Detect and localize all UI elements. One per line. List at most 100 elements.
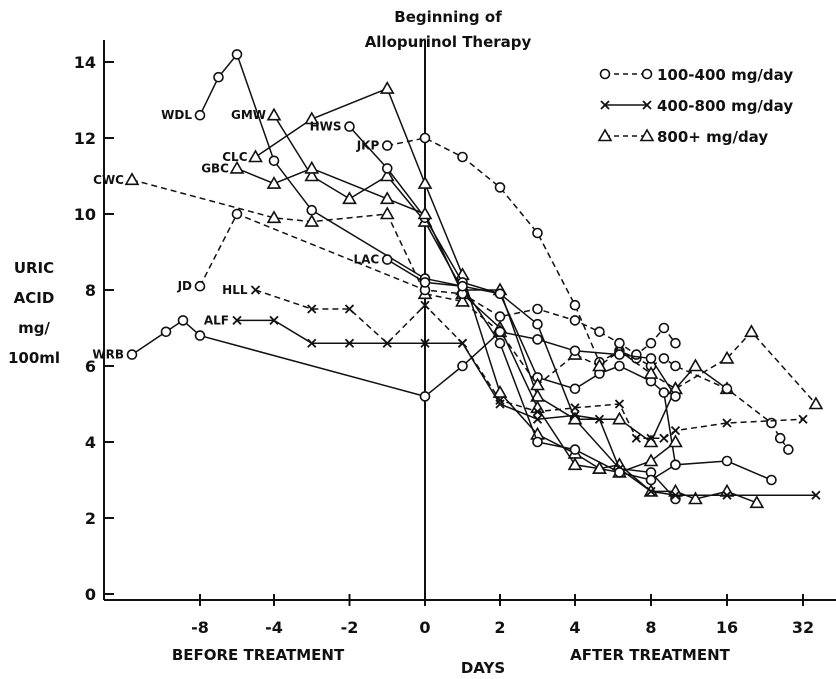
x-tick-label: 0	[419, 618, 430, 637]
data-point-circle	[231, 49, 243, 60]
data-point-circle	[721, 455, 733, 467]
data-point-x	[495, 395, 505, 405]
data-point-triangle	[417, 206, 433, 220]
data-point-circle	[268, 155, 280, 167]
series-label: CWC	[93, 173, 124, 187]
data-point-circle	[614, 349, 625, 360]
data-point-x	[344, 338, 355, 348]
series-line	[255, 87, 758, 504]
data-point-triangle	[688, 491, 703, 505]
data-point-circle	[532, 334, 543, 345]
data-point-triangle	[379, 168, 395, 182]
x-tick-label: 32	[792, 618, 814, 637]
data-point-circle	[645, 353, 657, 364]
title-line-2: Allopurinol Therapy	[365, 33, 532, 51]
y-label-line-2: ACID	[14, 289, 55, 307]
data-point-circle	[614, 467, 625, 478]
data-point-triangle	[567, 457, 583, 471]
x-tick-label: -2	[341, 618, 359, 637]
data-point-x	[269, 315, 279, 326]
data-point-circle	[419, 391, 431, 402]
y-tick-label: 0	[85, 585, 96, 604]
series-alf	[232, 315, 821, 500]
data-point-circle	[177, 315, 189, 326]
legend-label: 800+ mg/day	[657, 128, 768, 146]
point-labels-layer: WDL CLC GMW HWS JKP GBC CWC JD HLL ALF WRB LAC	[92, 108, 379, 361]
data-point-triangle	[266, 107, 282, 121]
y-tick-label: 2	[85, 509, 96, 528]
legend: 100-400 mg/day 400-800 mg/day 800+ mg/day	[597, 66, 793, 146]
data-point-triangle	[379, 80, 395, 94]
data-point-x	[420, 300, 430, 310]
series-label: WDL	[161, 108, 192, 122]
data-point-circle	[670, 391, 681, 402]
data-point-triangle	[530, 377, 545, 391]
data-point-triangle	[379, 191, 395, 205]
y-tick-label: 14	[74, 53, 96, 72]
y-label-line-1: URIC	[14, 259, 54, 277]
series-gbc	[229, 160, 683, 478]
data-point-triangle	[719, 350, 735, 364]
data-point-x	[532, 414, 543, 424]
data-point-circle	[766, 417, 777, 429]
data-point-x	[659, 433, 669, 443]
data-point-circle	[494, 182, 506, 193]
data-point-circle	[494, 337, 506, 349]
data-point-circle	[594, 326, 605, 338]
data-point-circle	[381, 140, 393, 151]
data-point-circle	[569, 345, 581, 357]
series-wrb	[126, 315, 681, 402]
y-label-line-4: 100ml	[8, 349, 60, 367]
data-point-circle	[213, 71, 224, 83]
legend-item: 100-400 mg/day	[599, 66, 793, 84]
series-line	[387, 137, 789, 451]
data-point-triangle	[492, 384, 508, 398]
data-point-triangle	[688, 358, 703, 372]
data-point-triangle	[379, 206, 395, 220]
data-point-circle	[344, 121, 355, 132]
data-point-x	[594, 414, 605, 424]
series-line	[236, 167, 676, 474]
data-point-circle	[569, 444, 581, 455]
data-point-triangle	[639, 128, 655, 142]
x-tick-label: 8	[645, 618, 656, 637]
data-point-x	[457, 338, 468, 348]
legend-label: 400-800 mg/day	[657, 97, 793, 115]
data-point-circle	[658, 387, 670, 398]
data-point-triangle	[417, 175, 433, 189]
data-point-circle	[457, 360, 468, 372]
data-point-circle	[381, 254, 393, 265]
y-tick-label: 6	[85, 357, 96, 376]
y-tick-label: 4	[85, 433, 96, 452]
data-point-x	[670, 425, 681, 436]
data-point-circle	[645, 337, 657, 349]
data-point-triangle	[248, 149, 263, 163]
data-point-x	[495, 399, 505, 409]
data-point-x	[722, 490, 732, 500]
data-point-circle	[306, 204, 318, 216]
data-point-circle	[569, 315, 581, 326]
data-point-triangle	[304, 213, 320, 227]
data-point-circle	[614, 360, 625, 372]
series-label: JKP	[356, 139, 380, 153]
data-point-circle	[532, 227, 543, 239]
data-point-x	[646, 486, 656, 497]
data-point-triangle	[668, 434, 683, 448]
data-point-circle	[670, 459, 681, 471]
data-point-triangle	[229, 160, 245, 174]
data-point-x	[614, 399, 625, 409]
x-tick-label: 2	[494, 618, 505, 637]
data-point-x	[600, 100, 610, 110]
data-point-triangle	[304, 160, 320, 174]
data-point-triangle	[304, 168, 320, 182]
series-jd	[194, 208, 681, 360]
data-point-x	[642, 100, 652, 110]
data-point-triangle	[612, 411, 627, 425]
data-point-circle	[569, 299, 581, 311]
data-point-circle	[774, 432, 786, 444]
data-point-circle	[658, 322, 670, 334]
data-point-x	[631, 433, 641, 443]
data-point-circle	[670, 337, 681, 349]
data-point-triangle	[744, 324, 759, 338]
